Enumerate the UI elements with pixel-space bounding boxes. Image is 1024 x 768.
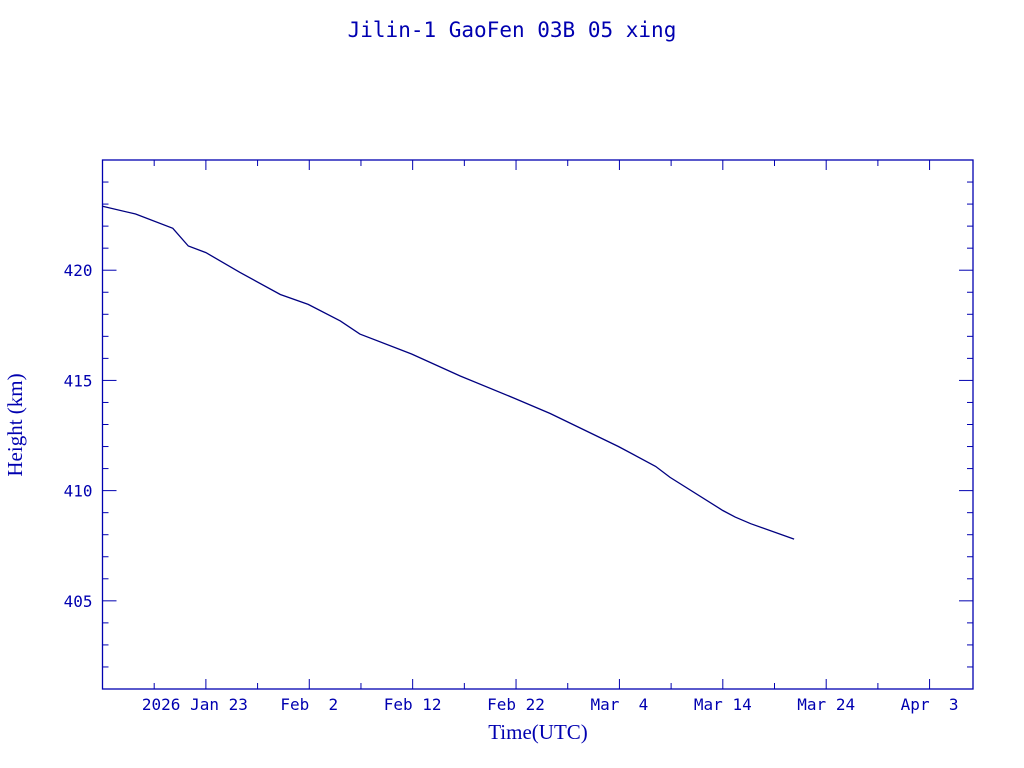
y-tick-label: 410	[64, 482, 93, 501]
x-tick-label: Feb 2	[280, 695, 338, 714]
y-tick-label: 405	[64, 592, 93, 611]
x-axis-label: Time(UTC)	[488, 720, 588, 744]
axes	[101, 159, 974, 690]
x-tick-label: Apr 3	[901, 695, 959, 714]
y-axis-label: Height (km)	[3, 373, 27, 476]
x-tick-label: 2026 Jan 23	[142, 695, 248, 714]
series	[102, 205, 795, 540]
y-tick-label: 415	[64, 371, 93, 390]
y-tick-label: 420	[64, 261, 93, 280]
x-tick-label: Mar 4	[591, 695, 649, 714]
x-tick-label: Mar 24	[797, 695, 855, 714]
x-tick-label: Feb 12	[384, 695, 442, 714]
plot-frame	[101, 159, 974, 690]
height-series-line	[102, 205, 795, 540]
ticks: 2026 Jan 23 Feb 2 Feb 12 Feb 22 Mar 4 Mar 14 M…	[64, 160, 973, 714]
x-tick-label: Feb 22	[487, 695, 545, 714]
chart-title: Jilin-1 GaoFen 03B 05 xing	[348, 18, 677, 42]
x-tick-label: Mar 14	[694, 695, 752, 714]
